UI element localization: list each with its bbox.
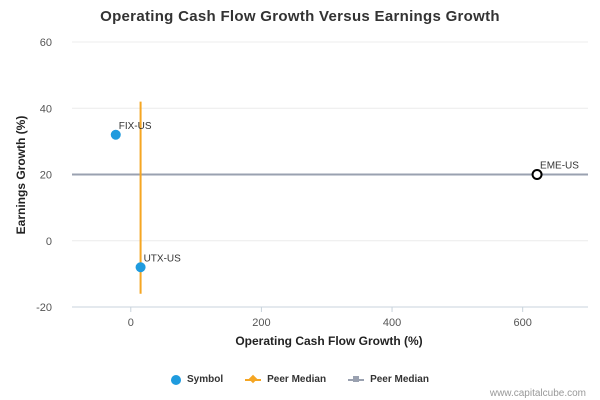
x-tick-label: 400 — [383, 317, 401, 329]
y-tick-label: 60 — [40, 37, 52, 49]
data-point — [110, 129, 121, 140]
legend-label: Peer Median — [267, 374, 327, 385]
points-layer: FIX-US UTX-US EME-US — [110, 121, 579, 273]
legend-label: Peer Median — [370, 374, 429, 385]
y-tick-label: 20 — [40, 170, 52, 182]
data-point-label: FIX-US — [119, 121, 152, 132]
data-point-highlight — [531, 169, 543, 180]
legend-swatch — [245, 374, 262, 383]
x-tick-label: 600 — [514, 317, 532, 329]
legend-swatch — [348, 375, 365, 382]
legend: Symbol Peer Median Peer Median — [0, 374, 600, 385]
grid-layer — [72, 41, 588, 242]
legend-item[interactable]: Symbol — [171, 374, 223, 385]
data-point-label: EME-US — [540, 161, 579, 172]
x-axis-title: Operating Cash Flow Growth (%) — [235, 334, 422, 348]
legend-item[interactable]: Peer Median — [348, 374, 429, 385]
data-point — [135, 262, 146, 273]
legend-label: Symbol — [187, 374, 224, 385]
x-tick-label: 200 — [252, 317, 270, 329]
x-tick-label: 0 — [128, 317, 134, 329]
legend-swatch — [171, 374, 182, 385]
y-tick-label: 40 — [40, 103, 52, 115]
y-tick-label: 0 — [46, 236, 52, 248]
data-point-label: UTX-US — [144, 253, 182, 264]
source-credit: www.capitalcube.com — [489, 388, 586, 399]
y-tick-label: -20 — [36, 302, 52, 314]
chart-title: Operating Cash Flow Growth Versus Earnin… — [100, 8, 500, 25]
legend-item[interactable]: Peer Median — [245, 374, 326, 385]
legend-marker — [248, 374, 258, 383]
y-axis-title: Earnings Growth (%) — [14, 116, 28, 235]
median-lines-layer — [72, 101, 588, 294]
legend-marker — [353, 375, 360, 382]
